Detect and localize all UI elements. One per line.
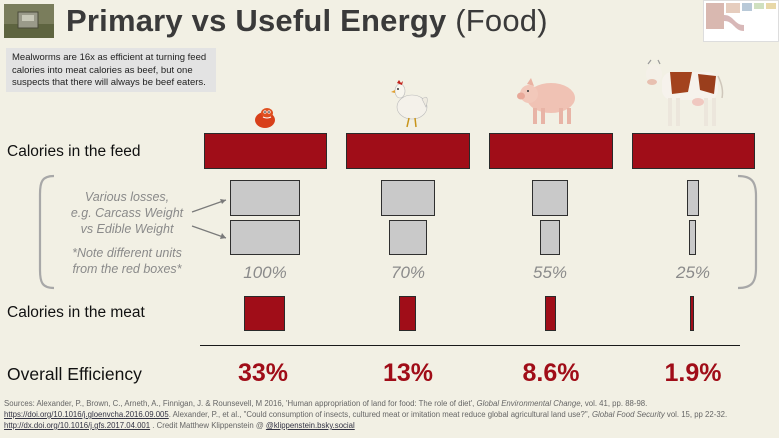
feed-box-cow [632,133,755,169]
sources-doi-1[interactable]: https://doi.org/10.1016/j.gloenvcha.2016… [4,410,169,419]
meat-box-mealworm [244,296,285,331]
sources-text-1: Sources: Alexander, P., Brown, C., Arnet… [4,399,477,408]
meat-box-cow [690,296,694,331]
losses-line-3: vs Edible Weight [80,222,174,236]
note-box: Mealworms are 16x as efficient at turnin… [6,48,216,92]
loss-box-top-pig [532,180,568,216]
efficiency-row-label: Overall Efficiency [7,364,142,384]
divider-line [200,345,740,347]
sources-text-4: vol. 15, pp 22-32. [664,410,728,419]
arrows [191,199,227,239]
units-line-1: *Note different units [72,246,182,260]
sources-text-3: . Alexander, P., et al., "Could consumpt… [168,410,592,419]
meat-box-pig [545,296,556,331]
gray-pct-mealworm: 100% [243,263,287,282]
mealworm-icon [252,104,278,130]
sources-journal-2: Global Food Security [591,410,665,419]
loss-box-top-cow [687,180,699,216]
losses-annotation: Various losses, e.g. Carcass Weight vs E… [52,189,202,237]
gray-pct-chicken: 70% [390,263,426,282]
sources-doi-2[interactable]: http://dx.doi.org/10.1016/j.gfs.2017.04.… [4,421,151,430]
losses-line-2: e.g. Carcass Weight [70,206,184,220]
cow-icon [642,58,728,130]
thumbnail-diagram [703,0,779,42]
loss-box-bottom-cow [689,220,696,255]
right-bracket [737,174,758,290]
loss-box-bottom-chicken [389,220,427,255]
title-bold: Primary vs Useful Energy [66,3,447,38]
sources-handle[interactable]: @klippenstein.bsky.social [265,421,355,430]
feed-box-chicken [346,133,470,169]
efficiency-pig: 8.6% [522,359,580,387]
efficiency-mealworm: 33% [237,359,289,387]
left-bracket [38,174,55,290]
gray-pct-cow: 25% [675,263,711,282]
sources-journal-1: Global Environmental Change [476,399,581,408]
pig-icon [517,70,581,128]
feed-row-label: Calories in the feed [7,143,141,160]
sources-text-2: , vol. 41, pp. 88-98. [580,399,648,408]
units-line-2: from the red boxes* [72,262,182,276]
feed-box-mealworm [204,133,327,169]
meat-box-chicken [399,296,416,331]
sources-text: Sources: Alexander, P., Brown, C., Arnet… [4,398,774,431]
loss-box-top-chicken [381,180,435,216]
feed-box-pig [489,133,613,169]
loss-box-bottom-mealworm [230,220,300,255]
loss-box-bottom-pig [540,220,560,255]
title-normal: (Food) [455,3,548,38]
page-title: Primary vs Useful Energy (Food) [66,3,548,39]
sources-credit: . Credit Matthew Klippenstein @ [150,421,266,430]
units-annotation: *Note different units from the red boxes… [52,245,202,277]
gray-pct-pig: 55% [532,263,568,282]
loss-box-top-mealworm [230,180,300,216]
losses-line-1: Various losses, [84,190,170,204]
efficiency-cow: 1.9% [664,359,722,387]
efficiency-chicken: 13% [382,359,434,387]
chicken-icon [388,77,432,129]
logo-image [4,4,54,38]
meat-row-label: Calories in the meat [7,304,145,321]
